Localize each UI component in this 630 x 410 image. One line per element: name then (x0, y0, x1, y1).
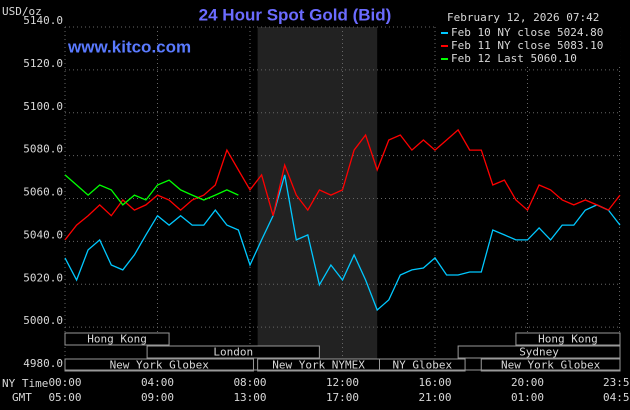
session-label: New York Globex (501, 359, 601, 372)
y-tick-label: 5120.0 (23, 57, 63, 70)
y-tick-label: 5020.0 (23, 271, 63, 284)
x-row-label: GMT (12, 391, 32, 404)
x-tick-label: 16:00 (418, 376, 451, 389)
session-label: New York NYMEX (272, 359, 365, 372)
x-tick-label: 12:00 (326, 376, 359, 389)
x-row-label: NY Time (2, 377, 48, 390)
legend-label: Feb 12 Last 5060.10 (451, 52, 577, 65)
session-box (379, 358, 466, 372)
legend-box (437, 26, 620, 66)
y-tick-label: 5000.0 (23, 314, 63, 327)
x2-tick-label: 01:00 (511, 391, 544, 404)
x-tick-label: 08:00 (233, 376, 266, 389)
x2-tick-label: 17:00 (326, 391, 359, 404)
session-box (64, 358, 254, 372)
legend-label: Feb 10 NY close 5024.80 (451, 26, 603, 39)
y-tick-label: 5040.0 (23, 228, 63, 241)
session-label: New York Globex (110, 359, 210, 372)
price-line (64, 128, 621, 241)
y-tick-label: 4980.0 (23, 357, 63, 370)
legend-label: Feb 11 NY close 5083.10 (451, 39, 603, 52)
price-line (64, 174, 621, 312)
session-box (515, 332, 621, 346)
y-tick-label: 5100.0 (23, 100, 63, 113)
x-tick-label: 04:00 (141, 376, 174, 389)
x2-tick-label: 13:00 (233, 391, 266, 404)
session-box (480, 358, 621, 372)
x2-tick-label: 05:00 (48, 391, 81, 404)
timestamp: February 12, 2026 07:42 (447, 11, 599, 24)
site-label: www.kitco.com (67, 37, 191, 56)
y-tick-label: 5060.0 (23, 186, 63, 199)
session-label: Sydney (519, 346, 559, 359)
session-label: London (213, 346, 253, 359)
x-tick-label: 23:59 (603, 376, 630, 389)
x2-tick-label: 09:00 (141, 391, 174, 404)
y-tick-label: 5140.0 (23, 14, 63, 27)
y-axis-label: USD/oz (2, 5, 42, 18)
x-tick-label: 00:00 (48, 376, 81, 389)
price-line (64, 174, 239, 206)
chart-title: 24 Hour Spot Gold (Bid) (199, 5, 392, 24)
session-box (64, 332, 170, 346)
session-label: NY Globex (392, 359, 452, 372)
session-label: Hong Kong (87, 333, 147, 346)
session-box (457, 345, 621, 359)
x2-tick-label: 04:59 (603, 391, 630, 404)
x2-tick-label: 21:00 (418, 391, 451, 404)
x-tick-label: 20:00 (511, 376, 544, 389)
y-tick-label: 5080.0 (23, 143, 63, 156)
session-box (146, 345, 320, 359)
session-label: Hong Kong (538, 333, 598, 346)
